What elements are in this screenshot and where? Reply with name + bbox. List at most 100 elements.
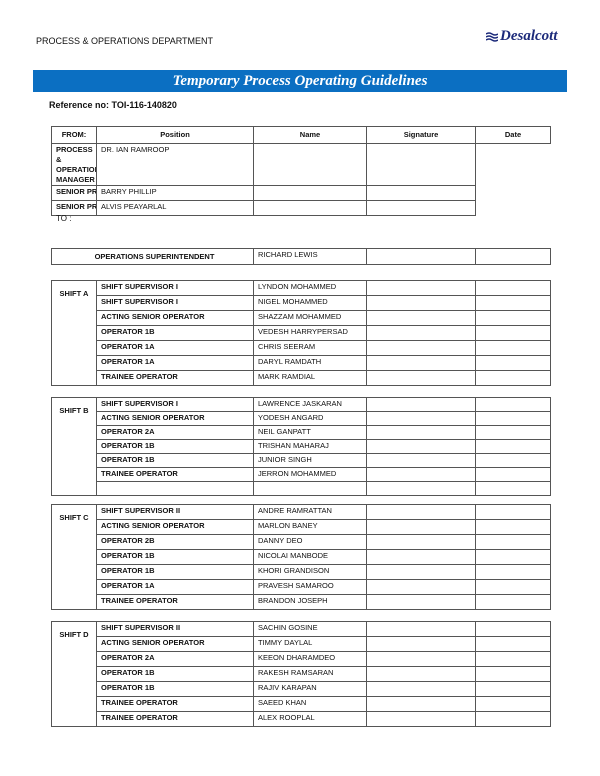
signature-cell[interactable] [366,425,476,440]
date-cell[interactable] [475,411,551,426]
date-cell[interactable] [475,711,551,727]
signature-cell[interactable] [366,397,476,412]
date-cell[interactable] [475,397,551,412]
signature-cell[interactable] [366,248,476,265]
position-cell: OPERATOR 1A [96,579,254,595]
signature-cell[interactable] [366,325,476,341]
signature-cell[interactable] [366,504,476,520]
signature-cell[interactable] [366,453,476,468]
name-cell: KEEON DHARAMDEO [253,651,367,667]
signature-cell[interactable] [366,481,476,496]
signature-cell[interactable] [366,666,476,682]
signature-cell[interactable] [366,579,476,595]
date-cell[interactable] [475,295,551,311]
signature-cell[interactable] [366,411,476,426]
date-cell[interactable] [475,370,551,386]
table-row: SHIFT B SHIFT SUPERVISOR I LAWRENCE JASKAR… [51,397,551,496]
date-cell[interactable] [475,280,551,296]
date-cell[interactable] [475,425,551,440]
date-cell[interactable] [475,439,551,454]
signature-cell[interactable] [366,340,476,356]
name-cell: RAJIV KARAPAN [253,681,367,697]
superintendent-position: OPERATIONS SUPERINTENDENT [51,248,254,265]
date-cell[interactable] [475,481,551,496]
table-row: OPERATOR 1A PRAVESH SAMAROO [52,579,551,595]
signature-cell[interactable] [253,143,367,186]
table-row: SHIFT A SHIFT SUPERVISOR I LYNDON MOHAMMED [51,280,551,386]
date-cell[interactable] [475,579,551,595]
date-cell[interactable] [475,621,551,637]
date-cell[interactable] [475,325,551,341]
table-row: TRAINEE OPERATOR MARK RAMDIAL [52,370,551,386]
signature-cell[interactable] [366,696,476,712]
signature-cell[interactable] [366,467,476,482]
position-cell: TRAINEE OPERATOR [96,467,254,482]
signature-cell[interactable] [366,621,476,637]
signature-cell[interactable] [253,200,367,216]
date-cell[interactable] [475,564,551,580]
date-cell[interactable] [475,504,551,520]
position-cell [96,481,254,496]
name-cell: DR. IAN RAMROOP [96,143,254,186]
date-cell[interactable] [475,453,551,468]
date-cell[interactable] [475,310,551,326]
from-label: FROM: [51,126,97,144]
table-row: ACTING SENIOR OPERATOR SHAZZAM MOHAMMED [52,310,551,326]
name-cell: LYNDON MOHAMMED [253,280,367,296]
date-cell[interactable] [475,355,551,371]
signature-cell[interactable] [366,310,476,326]
name-cell: ANDRE RAMRATTAN [253,504,367,520]
signature-cell[interactable] [366,651,476,667]
position-cell: OPERATOR 1B [96,549,254,565]
signature-cell[interactable] [366,711,476,727]
date-cell[interactable] [475,340,551,356]
date-cell[interactable] [475,594,551,610]
position-cell: SHIFT SUPERVISOR II [96,621,254,637]
date-cell[interactable] [366,200,476,216]
signature-cell[interactable] [366,280,476,296]
signature-cell[interactable] [366,594,476,610]
signature-cell[interactable] [366,636,476,652]
position-cell: OPERATOR 1B [96,564,254,580]
date-cell[interactable] [366,185,476,201]
name-cell: MARK RAMDIAL [253,370,367,386]
position-cell: OPERATOR 1B [96,439,254,454]
date-cell[interactable] [475,651,551,667]
signature-cell[interactable] [366,439,476,454]
signature-cell[interactable] [366,564,476,580]
signature-cell[interactable] [366,355,476,371]
name-cell: JERRON MOHAMMED [253,467,367,482]
superintendent-table: OPERATIONS SUPERINTENDENT RICHARD LEWIS [51,248,551,265]
shift-label: SHIFT B [51,397,97,496]
date-cell[interactable] [475,681,551,697]
position-cell: ACTING SENIOR OPERATOR [96,636,254,652]
date-cell[interactable] [475,549,551,565]
date-cell[interactable] [475,519,551,535]
date-cell[interactable] [475,248,551,265]
table-row: TRAINEE OPERATOR ALEX ROOPLAL [52,711,551,727]
signature-cell[interactable] [366,370,476,386]
signature-cell[interactable] [366,681,476,697]
date-cell[interactable] [475,636,551,652]
date-cell[interactable] [366,143,476,186]
name-cell: VEDESH HARRYPERSAD [253,325,367,341]
waves-icon [486,31,498,42]
column-header-date: Date [475,126,551,144]
company-logo: Desalcott [486,28,558,45]
position-cell: TRAINEE OPERATOR [96,711,254,727]
signature-cell[interactable] [366,549,476,565]
position-cell: SENIOR PROCESS ENGINEER [51,185,97,201]
table-row: OPERATOR 1B NICOLAI MANBODE [52,549,551,565]
signature-cell[interactable] [366,534,476,550]
signature-cell[interactable] [366,519,476,535]
date-cell[interactable] [475,534,551,550]
date-cell[interactable] [475,696,551,712]
signature-cell[interactable] [366,295,476,311]
date-cell[interactable] [475,666,551,682]
position-cell: SHIFT SUPERVISOR I [96,280,254,296]
table-row: OPERATOR 1B RAKESH RAMSARAN [52,666,551,682]
date-cell[interactable] [475,467,551,482]
signature-cell[interactable] [253,185,367,201]
name-cell: TRISHAN MAHARAJ [253,439,367,454]
column-header-signature: Signature [366,126,476,144]
